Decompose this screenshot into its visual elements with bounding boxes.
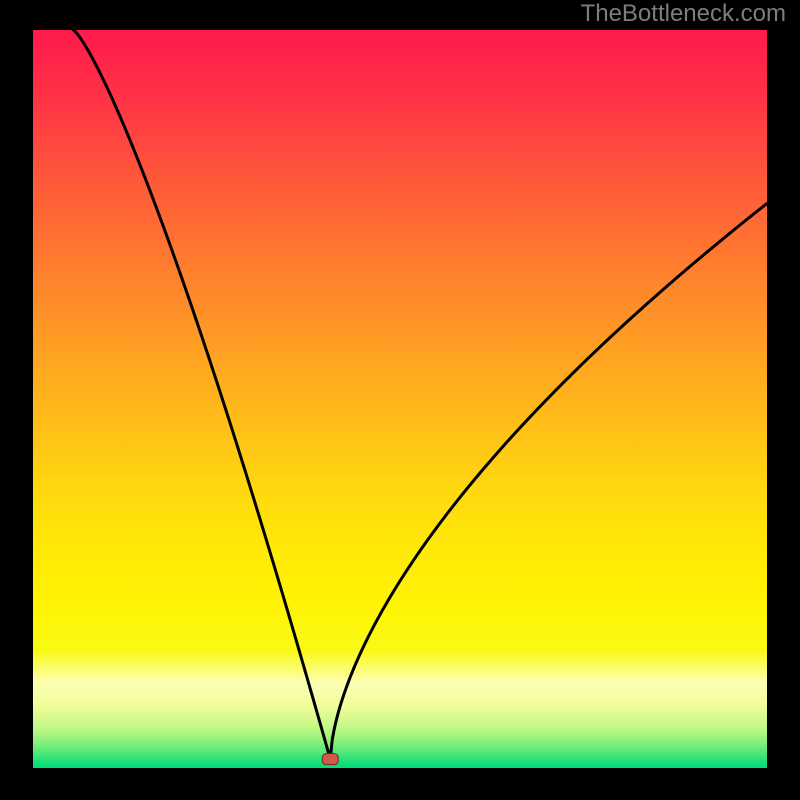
optimal-marker — [322, 754, 338, 765]
chart-svg — [0, 0, 800, 800]
chart-stage: TheBottleneck.com — [0, 0, 800, 800]
plot-background — [33, 30, 767, 768]
